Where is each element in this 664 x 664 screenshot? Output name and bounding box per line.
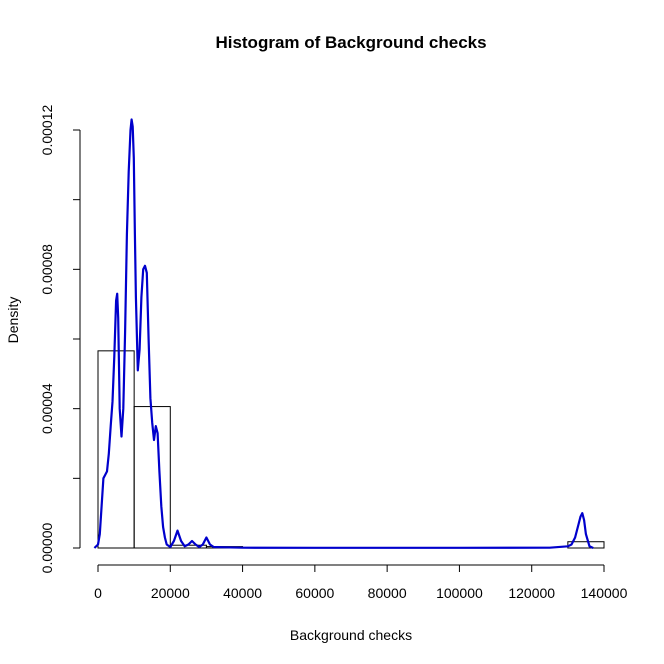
- y-tick-label: 0.00004: [39, 383, 55, 434]
- y-axis: 0.00000 0.00004 0.00008 0.00012: [39, 104, 81, 573]
- x-tick-label: 120000: [508, 585, 555, 601]
- x-tick-label: 60000: [295, 585, 334, 601]
- histogram-bars: [97, 350, 605, 549]
- y-tick-label: 0.00000: [39, 522, 55, 573]
- y-tick-label: 0.00008: [39, 244, 55, 295]
- histogram-bar: [133, 406, 171, 549]
- y-tick-label: 0.00012: [39, 104, 55, 155]
- chart-title: Histogram of Background checks: [215, 33, 486, 52]
- histogram-bar: [567, 541, 605, 549]
- x-tick-label: 140000: [581, 585, 628, 601]
- x-tick-label: 100000: [436, 585, 483, 601]
- x-tick-label: 40000: [223, 585, 262, 601]
- x-axis: 0 20000 40000 60000 80000 100000 120000 140000: [94, 564, 628, 601]
- density-curve: [93, 118, 594, 549]
- histogram-bar: [97, 350, 135, 549]
- x-axis-label: Background checks: [290, 627, 412, 643]
- x-tick-label: 20000: [151, 585, 190, 601]
- x-tick-label: 80000: [368, 585, 407, 601]
- y-axis-label: Density: [5, 297, 21, 344]
- x-tick-label: 0: [94, 585, 102, 601]
